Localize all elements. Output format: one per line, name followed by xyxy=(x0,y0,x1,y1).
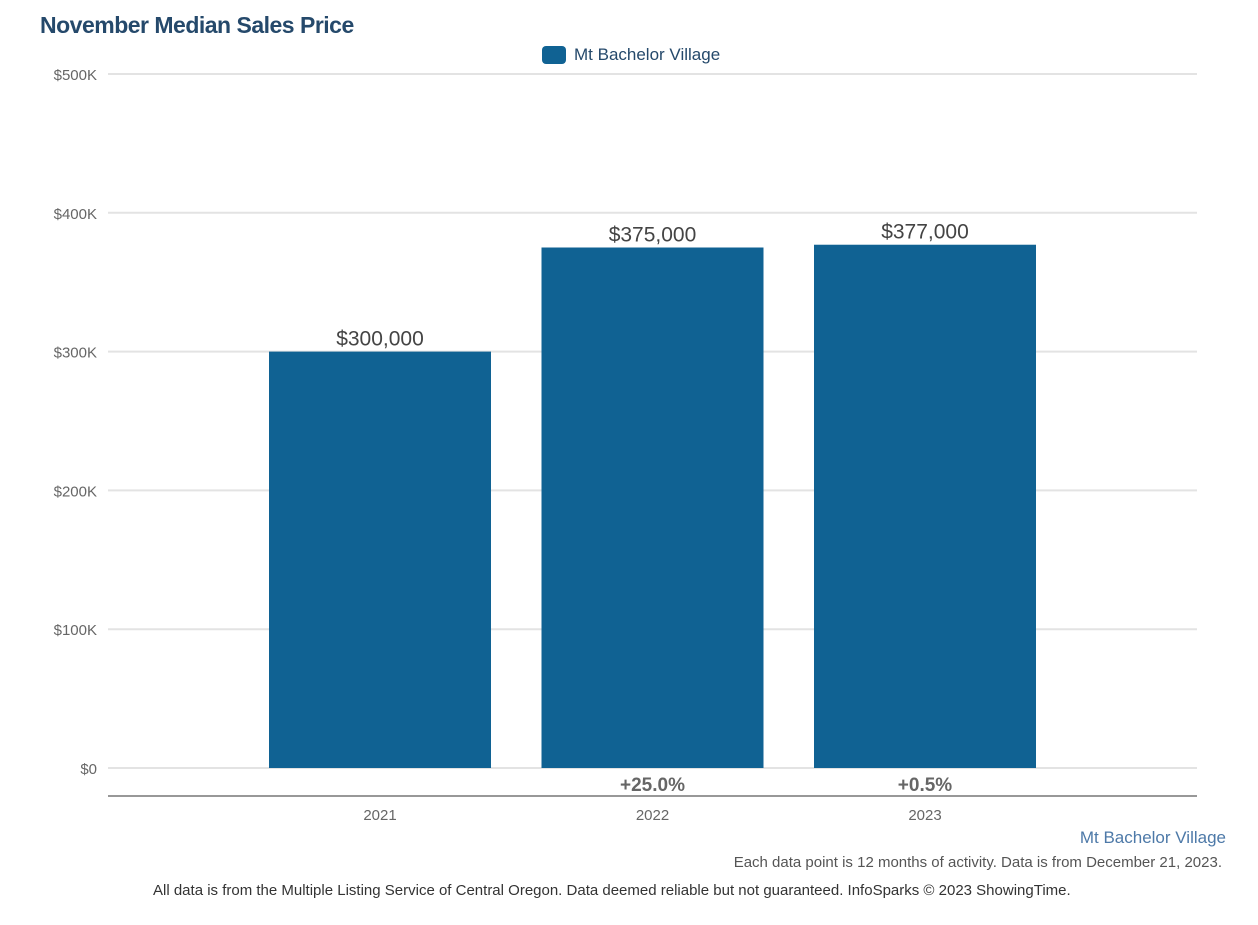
y-tick-label: $400K xyxy=(54,206,97,223)
bar-2023 xyxy=(814,244,1036,768)
change-label: +0.5% xyxy=(898,775,953,796)
y-tick-label: $0 xyxy=(80,761,97,778)
footer-region: Mt Bachelor Village xyxy=(1079,828,1226,847)
footer-source: All data is from the Multiple Listing Se… xyxy=(153,882,1071,899)
x-tick-label: 2022 xyxy=(636,807,669,824)
bar-2021 xyxy=(269,351,491,768)
footer-note: Each data point is 12 months of activity… xyxy=(733,854,1222,871)
data-label: $375,000 xyxy=(609,224,697,247)
change-label: +25.0% xyxy=(620,775,685,796)
y-tick-label: $500K xyxy=(54,67,97,84)
y-tick-label: $200K xyxy=(54,483,97,500)
bar-2022 xyxy=(541,247,764,768)
x-tick-label: 2021 xyxy=(363,807,396,824)
x-tick-label: 2023 xyxy=(908,807,941,824)
legend-swatch xyxy=(542,46,566,64)
data-label: $377,000 xyxy=(881,221,969,244)
legend-label: Mt Bachelor Village xyxy=(574,45,721,64)
chart-title: November Median Sales Price xyxy=(40,12,354,38)
y-tick-label: $300K xyxy=(54,345,97,362)
legend[interactable]: Mt Bachelor Village xyxy=(542,45,720,65)
data-label: $300,000 xyxy=(336,328,424,351)
y-tick-label: $100K xyxy=(54,622,97,639)
